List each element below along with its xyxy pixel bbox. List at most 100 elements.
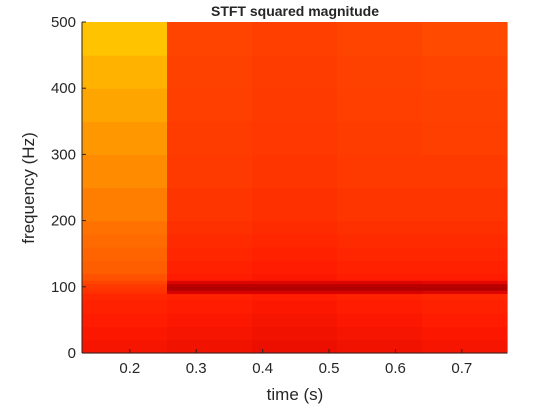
heatmap-cell (422, 121, 508, 155)
heatmap-cell (82, 290, 168, 295)
heatmap-cell (337, 283, 423, 288)
heatmap-cell (422, 326, 508, 341)
heatmap-cell (82, 300, 168, 314)
heatmap-cell (167, 121, 253, 155)
y-tick-label: 100 (51, 279, 76, 296)
heatmap-cell (167, 154, 253, 189)
heatmap-cell (167, 286, 253, 291)
heatmap-cell (167, 55, 253, 89)
heatmap-cell (337, 326, 423, 341)
y-axis-label: frequency (Hz) (19, 132, 38, 243)
heatmap-cell (82, 339, 168, 354)
heatmap-cell (422, 22, 508, 56)
heatmap-cell (422, 290, 508, 295)
heatmap-cell (252, 339, 338, 354)
heatmap-cell (82, 293, 168, 301)
heatmap-cell (252, 280, 338, 285)
heatmap-cell (422, 286, 508, 291)
heatmap-cell (252, 247, 338, 261)
x-tick-label: 0.4 (252, 360, 273, 377)
heatmap-cell (82, 88, 168, 122)
heatmap-cell (422, 283, 508, 288)
heatmap-cell (82, 280, 168, 285)
heatmap-cell (337, 286, 423, 291)
heatmap-cell (167, 187, 253, 222)
heatmap-cell (337, 313, 423, 328)
heatmap-cell (337, 22, 423, 56)
heatmap-cell (252, 187, 338, 222)
y-tick-label: 300 (51, 146, 76, 163)
heatmap-cell (337, 220, 423, 235)
heatmap-cell (167, 290, 253, 295)
heatmap-cell (422, 293, 508, 301)
heatmap-cell (167, 273, 253, 281)
axes: 0.2 0.3 0.4 0.5 0.6 0.7 0 100 200 300 400 500 (51, 14, 507, 377)
x-tick-label: 0.5 (319, 360, 340, 377)
heatmap-cell (337, 273, 423, 281)
heatmap-cell (82, 260, 168, 275)
heatmap-cell (422, 220, 508, 235)
y-tick-label: 200 (51, 213, 76, 230)
x-tick-label: 0.2 (119, 360, 140, 377)
heatmap-cell (167, 220, 253, 235)
heatmap-cell (252, 233, 338, 248)
heatmap-cell (167, 280, 253, 285)
heatmap-cell (82, 326, 168, 341)
heatmap-cell (252, 293, 338, 301)
heatmap-cell (422, 280, 508, 285)
x-tick-label: 0.3 (186, 360, 207, 377)
heatmap-cell (252, 286, 338, 291)
x-tick-label: 0.7 (451, 360, 472, 377)
heatmap-cell (82, 286, 168, 291)
heatmap-cell (422, 187, 508, 222)
heatmap-cell (337, 280, 423, 285)
heatmap-cell (337, 247, 423, 261)
heatmap-cell (252, 22, 338, 56)
heatmap-cells (82, 22, 508, 354)
heatmap-cell (422, 260, 508, 275)
heatmap-cell (252, 283, 338, 288)
heatmap-cell (82, 273, 168, 281)
heatmap-cell (167, 293, 253, 301)
heatmap-cell (337, 88, 423, 122)
heatmap-cell (337, 55, 423, 89)
heatmap-cell (422, 154, 508, 189)
heatmap-cell (252, 290, 338, 295)
heatmap-cell (82, 233, 168, 248)
heatmap-cell (422, 300, 508, 314)
heatmap-cell (82, 247, 168, 261)
heatmap-cell (167, 300, 253, 314)
heatmap-cell (252, 326, 338, 341)
chart-title: STFT squared magnitude (211, 3, 379, 19)
heatmap-cell (252, 260, 338, 275)
heatmap-cell (337, 121, 423, 155)
heatmap-cell (337, 154, 423, 189)
heatmap-cell (422, 273, 508, 281)
heatmap-cell (82, 187, 168, 222)
heatmap-cell (422, 88, 508, 122)
heatmap-cell (337, 339, 423, 354)
x-tick-label: 0.6 (385, 360, 406, 377)
heatmap-cell (82, 313, 168, 328)
heatmap-cell (252, 154, 338, 189)
x-axis-label: time (s) (267, 385, 324, 404)
heatmap-cell (422, 339, 508, 354)
heatmap-cell (337, 260, 423, 275)
heatmap-cell (252, 88, 338, 122)
heatmap-cell (252, 220, 338, 235)
heatmap-cell (167, 339, 253, 354)
heatmap-cell (82, 283, 168, 288)
heatmap-cell (422, 313, 508, 328)
heatmap-cell (167, 233, 253, 248)
heatmap-cell (167, 22, 253, 56)
heatmap-cell (337, 293, 423, 301)
heatmap-cell (252, 121, 338, 155)
heatmap-cell (422, 233, 508, 248)
heatmap-cell (82, 55, 168, 89)
heatmap-cell (252, 273, 338, 281)
heatmap-cell (167, 88, 253, 122)
y-tick-label: 500 (51, 14, 76, 31)
heatmap-cell (167, 247, 253, 261)
y-tick-label: 400 (51, 80, 76, 97)
